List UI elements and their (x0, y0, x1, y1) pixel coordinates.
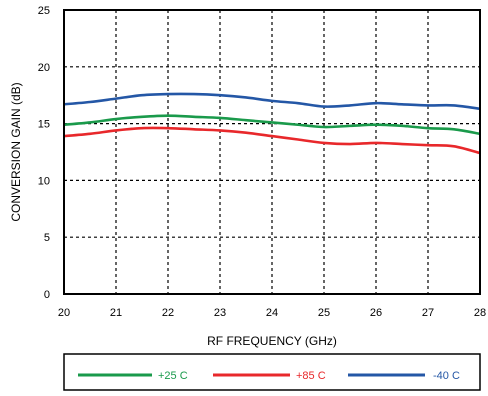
x-tick-label: 27 (422, 307, 434, 319)
x-tick-label: 25 (318, 307, 330, 319)
y-tick-label: 10 (38, 175, 50, 187)
y-axis-title: CONVERSION GAIN (dB) (9, 82, 23, 221)
y-tick-label: 25 (38, 5, 50, 17)
x-tick-label: 22 (162, 307, 174, 319)
legend-label-2: -40 C (433, 370, 460, 382)
y-tick-label: 0 (44, 289, 50, 301)
y-tick-label: 5 (44, 232, 50, 244)
x-tick-label: 28 (474, 307, 486, 319)
x-tick-label: 24 (266, 307, 278, 319)
x-tick-label: 23 (214, 307, 226, 319)
legend-label-0: +25 C (158, 370, 188, 382)
series-lines (63, 92, 481, 155)
axis-ticks: 20 21 22 23 24 25 26 27 28 0 5 10 15 20 25 (38, 5, 486, 319)
x-axis-title: RF FREQUENCY (GHz) (207, 334, 337, 348)
legend (63, 353, 481, 391)
series-line-2 (63, 92, 481, 111)
legend-entries: +25 C +85 C -40 C (78, 370, 460, 382)
grid (64, 10, 480, 294)
series-line-0 (63, 114, 481, 136)
y-tick-label: 20 (38, 62, 50, 74)
x-tick-label: 20 (58, 307, 70, 319)
legend-label-1: +85 C (296, 370, 326, 382)
x-tick-label: 21 (110, 307, 122, 319)
plot-frame (63, 9, 481, 295)
series-line-1 (63, 126, 481, 155)
y-tick-label: 15 (38, 119, 50, 131)
x-tick-label: 26 (370, 307, 382, 319)
